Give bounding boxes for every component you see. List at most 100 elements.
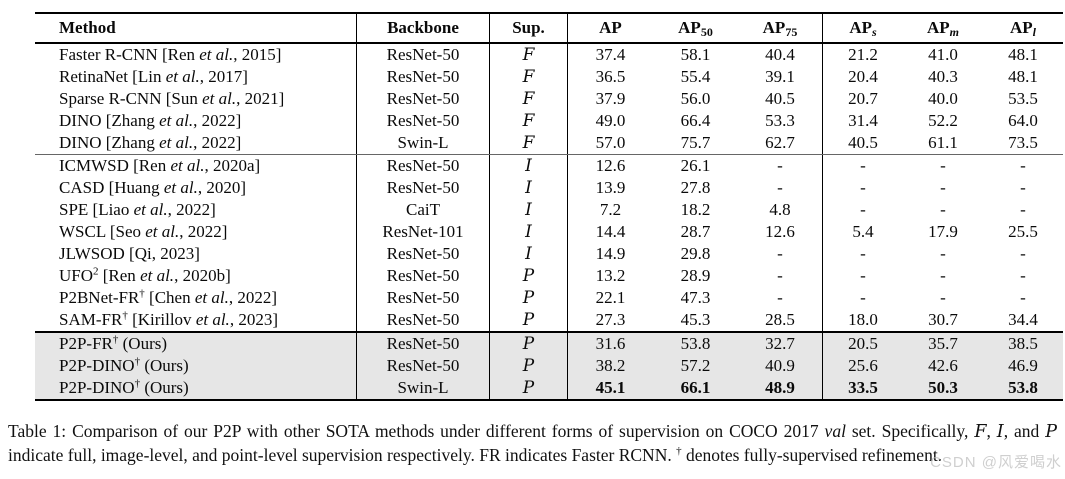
col-header-sup: Sup. [489, 13, 568, 44]
table-row: P2P-DINO† (Ours) ResNet-50 P 38.2 57.2 40.9 25… [35, 355, 1063, 377]
table-row: Sparse R-CNN [Sun et al., 2021] ResNet-50… [35, 88, 1063, 110]
method-cell: Faster R-CNN [Ren et al., 2015] [35, 43, 357, 66]
backbone-cell: ResNet-50 [356, 287, 490, 309]
value-cell-apm: - [940, 156, 946, 175]
value-cell-aps: 20.7 [848, 89, 878, 108]
value-cell-aps: 5.4 [852, 222, 874, 241]
table-row: P2P-DINO† (Ours) Swin-L P 45.1 66.1 48.9 33.5 5… [35, 377, 1063, 400]
value-cell-ap75: 12.6 [738, 221, 823, 243]
value-cell-ap50: 75.7 [653, 132, 738, 155]
supervision-cell: I [489, 199, 568, 221]
supervision-cell: P [489, 355, 568, 377]
table-row: UFO2 [Ren et al., 2020b] ResNet-50 P 13.2 28… [35, 265, 1063, 287]
value-cell-apl: 53.8 [983, 377, 1063, 400]
table-row: CASD [Huang et al., 2020] ResNet-50 I 13.9 2… [35, 177, 1063, 199]
value-cell-aps: 33.5 [822, 377, 903, 400]
value-cell-apl: 48.1 [1008, 67, 1038, 86]
value-cell-ap50: 66.1 [653, 377, 738, 400]
value-cell-aps: 21.2 [848, 45, 878, 64]
value-cell-apm: - [940, 288, 946, 307]
table-row: Faster R-CNN [Ren et al., 2015] ResNet-50… [35, 43, 1063, 66]
supervision-cell: F [489, 88, 568, 110]
value-cell-ap: 37.4 [595, 45, 626, 64]
value-cell-ap: 7.2 [599, 200, 622, 219]
value-cell-ap50: 26.1 [680, 156, 711, 175]
value-cell-apm: - [940, 200, 946, 219]
col-header-ap50: AP50 [653, 13, 738, 44]
supervision-cell: F [489, 43, 568, 66]
supervision-cell: F [489, 132, 568, 155]
method-cell: P2P-FR† (Ours) [35, 332, 357, 355]
value-cell-ap75: 40.9 [738, 355, 823, 377]
results-table: Method Backbone Sup. AP AP50 AP75 APs APm APl Fa… [35, 12, 1063, 401]
value-cell-ap: 13.2 [595, 266, 626, 285]
col-header-apm: APm [903, 13, 983, 44]
value-cell-ap75: 40.4 [738, 43, 823, 66]
backbone-cell: Swin-L [356, 377, 490, 400]
value-cell-ap50: 47.3 [680, 288, 711, 307]
value-cell-ap75: - [738, 154, 823, 177]
value-cell-apl: 64.0 [1008, 111, 1038, 130]
method-cell: SAM-FR† [Kirillov et al., 2023] [35, 309, 357, 333]
value-cell-ap75: 28.5 [738, 309, 823, 333]
supervision-cell: P [489, 309, 568, 333]
value-cell-ap75: 62.7 [738, 132, 823, 155]
backbone-cell: ResNet-50 [356, 177, 490, 199]
value-cell-apm: 40.3 [928, 67, 958, 86]
value-cell-ap75: - [738, 243, 823, 265]
table-body: Faster R-CNN [Ren et al., 2015] ResNet-50… [35, 43, 1063, 400]
value-cell-aps: - [860, 178, 866, 197]
col-header-backbone: Backbone [356, 13, 490, 44]
value-cell-apm: 40.0 [928, 89, 958, 108]
value-cell-apl: 25.5 [1008, 222, 1038, 241]
value-cell-ap50: 58.1 [680, 45, 711, 64]
value-cell-ap50: 45.3 [653, 309, 738, 333]
value-cell-ap50: 66.4 [680, 111, 711, 130]
value-cell-ap: 13.9 [595, 178, 626, 197]
supervision-cell: P [489, 377, 568, 400]
value-cell-apl: - [1020, 266, 1026, 285]
value-cell-aps: - [860, 200, 866, 219]
value-cell-apl: - [1020, 244, 1026, 263]
table-row: P2BNet-FR† [Chen et al., 2022] ResNet-50 P… [35, 287, 1063, 309]
method-cell: P2P-DINO† (Ours) [35, 377, 357, 400]
method-cell: P2BNet-FR† [Chen et al., 2022] [35, 287, 357, 309]
value-cell-ap50: 56.0 [680, 89, 711, 108]
method-cell: WSCL [Seo et al., 2022] [35, 221, 357, 243]
backbone-cell: ResNet-50 [356, 43, 490, 66]
value-cell-apl: - [1020, 178, 1026, 197]
value-cell-ap50: 29.8 [680, 244, 711, 263]
value-cell-aps: - [860, 156, 866, 175]
table-row: DINO [Zhang et al., 2022] ResNet-50 F 49.0 6… [35, 110, 1063, 132]
value-cell-ap75: - [738, 287, 823, 309]
value-cell-ap75: 39.1 [738, 66, 823, 88]
value-cell-ap: 14.9 [595, 244, 626, 263]
value-cell-ap: 27.3 [567, 309, 653, 333]
value-cell-apm: - [940, 178, 946, 197]
value-cell-ap75: - [738, 177, 823, 199]
value-cell-ap: 14.4 [595, 222, 626, 241]
table-row: DINO [Zhang et al., 2022] Swin-L F 57.0 75.7… [35, 132, 1063, 155]
table-row: JLWSOD [Qi, 2023] ResNet-50 I 14.9 29.8 - - - - [35, 243, 1063, 265]
table-row: SPE [Liao et al., 2022] CaiT I 7.2 18.2 4.8 - -… [35, 199, 1063, 221]
backbone-cell: ResNet-50 [356, 332, 490, 355]
supervision-cell: F [489, 66, 568, 88]
value-cell-ap75: 48.9 [738, 377, 823, 400]
value-cell-apm: 17.9 [928, 222, 958, 241]
value-cell-apm: 61.1 [903, 132, 983, 155]
value-cell-aps: 18.0 [822, 309, 903, 333]
method-cell: Sparse R-CNN [Sun et al., 2021] [35, 88, 357, 110]
supervision-cell: I [489, 177, 568, 199]
value-cell-ap: 31.6 [567, 332, 653, 355]
col-header-ap: AP [567, 13, 653, 44]
value-cell-apl: 46.9 [983, 355, 1063, 377]
value-cell-apm: 30.7 [903, 309, 983, 333]
backbone-cell: ResNet-50 [356, 88, 490, 110]
method-cell: SPE [Liao et al., 2022] [35, 199, 357, 221]
supervision-cell: P [489, 265, 568, 287]
value-cell-ap: 37.9 [595, 89, 626, 108]
supervision-cell: I [489, 154, 568, 177]
value-cell-apl: 34.4 [983, 309, 1063, 333]
method-cell: DINO [Zhang et al., 2022] [35, 110, 357, 132]
